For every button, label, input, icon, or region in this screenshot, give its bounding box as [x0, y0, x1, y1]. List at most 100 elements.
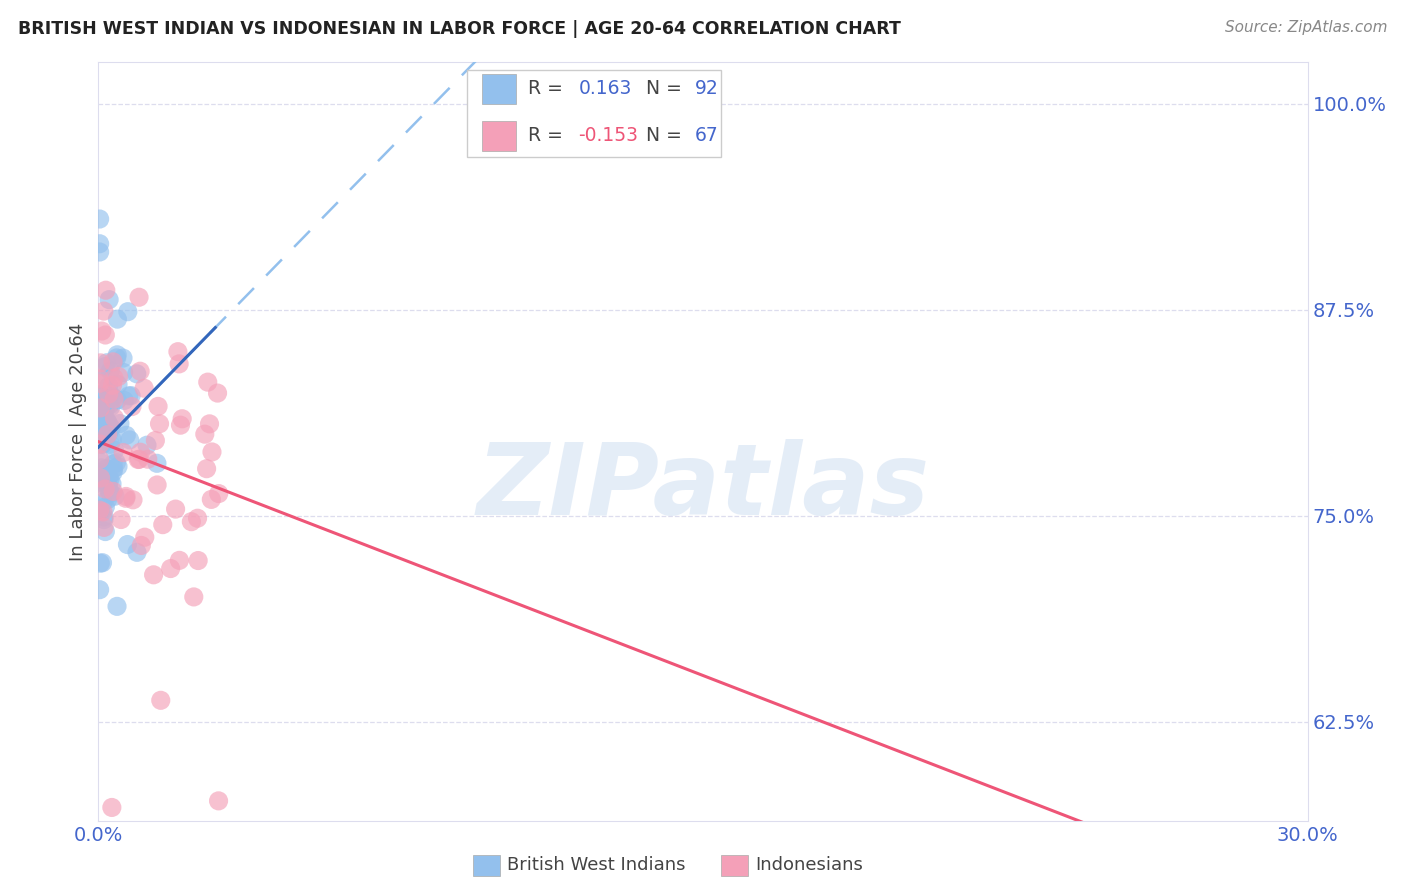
- Point: [104, 489, 127, 503]
- Y-axis label: In Labor Force | Age 20-64: In Labor Force | Age 20-64: [69, 322, 87, 561]
- Point: [94, 401, 117, 416]
- Point: [90, 477, 112, 491]
- Point: [100, 400, 122, 414]
- Point: [96, 392, 118, 406]
- Text: 0.163: 0.163: [578, 79, 631, 98]
- Point: [208, 486, 231, 500]
- Point: [90, 409, 112, 423]
- Point: [94, 370, 117, 384]
- Point: [93, 513, 115, 527]
- Point: [89, 507, 111, 521]
- Point: [93, 410, 115, 425]
- Point: [94, 524, 117, 539]
- Point: [93, 304, 115, 318]
- Point: [103, 462, 125, 476]
- Text: British West Indians: British West Indians: [508, 856, 686, 874]
- Point: [89, 405, 111, 419]
- Point: [89, 437, 111, 451]
- Point: [89, 455, 111, 469]
- Point: [90, 324, 112, 338]
- Point: [167, 357, 190, 371]
- Point: [103, 392, 125, 407]
- Point: [90, 472, 112, 486]
- Point: [146, 400, 169, 414]
- Point: [146, 456, 169, 470]
- Point: [198, 417, 221, 431]
- Point: [105, 348, 128, 362]
- Point: [136, 438, 159, 452]
- Point: [134, 530, 156, 544]
- Point: [105, 456, 128, 470]
- Text: R =: R =: [527, 79, 568, 98]
- Point: [93, 510, 115, 524]
- Text: BRITISH WEST INDIAN VS INDONESIAN IN LABOR FORCE | AGE 20-64 CORRELATION CHART: BRITISH WEST INDIAN VS INDONESIAN IN LAB…: [18, 20, 901, 37]
- Point: [134, 381, 156, 395]
- Point: [100, 421, 122, 435]
- Point: [94, 328, 117, 343]
- Point: [101, 378, 124, 392]
- Point: [159, 561, 181, 575]
- Point: [98, 419, 121, 434]
- Point: [105, 392, 128, 407]
- Point: [114, 491, 136, 506]
- Point: [89, 389, 111, 403]
- Point: [195, 461, 218, 475]
- Point: [111, 351, 134, 365]
- Point: [91, 556, 114, 570]
- Point: [98, 293, 121, 307]
- Point: [89, 400, 111, 414]
- Point: [98, 437, 121, 451]
- Point: [94, 482, 117, 496]
- Point: [112, 393, 135, 408]
- Point: [89, 401, 111, 415]
- Point: [107, 369, 129, 384]
- Point: [129, 364, 152, 378]
- Text: 92: 92: [695, 79, 718, 98]
- Point: [103, 371, 125, 385]
- Point: [200, 492, 222, 507]
- Point: [94, 283, 117, 297]
- Point: [117, 304, 139, 318]
- Point: [89, 376, 111, 391]
- Point: [94, 433, 117, 447]
- Point: [142, 567, 165, 582]
- Point: [93, 401, 115, 416]
- Point: [96, 461, 118, 475]
- Point: [97, 415, 120, 429]
- Point: [131, 539, 153, 553]
- Point: [101, 465, 124, 479]
- Point: [90, 471, 112, 485]
- Point: [101, 476, 124, 491]
- Point: [207, 794, 229, 808]
- FancyBboxPatch shape: [482, 120, 516, 151]
- FancyBboxPatch shape: [482, 74, 516, 104]
- Point: [101, 484, 124, 499]
- Point: [101, 800, 124, 814]
- Text: ZIPatlas: ZIPatlas: [477, 439, 929, 535]
- Point: [97, 387, 120, 401]
- Point: [96, 356, 118, 370]
- Point: [103, 411, 125, 425]
- Point: [207, 386, 229, 401]
- Point: [121, 400, 143, 414]
- Point: [94, 500, 117, 514]
- Point: [98, 486, 121, 500]
- Point: [89, 452, 111, 467]
- Point: [145, 434, 167, 448]
- Text: N =: N =: [647, 127, 688, 145]
- Point: [91, 467, 114, 482]
- Point: [97, 426, 120, 441]
- Point: [172, 411, 194, 425]
- Point: [89, 432, 111, 446]
- Point: [94, 359, 117, 374]
- Text: Indonesians: Indonesians: [755, 856, 863, 874]
- Point: [98, 472, 121, 486]
- Point: [94, 415, 117, 429]
- Point: [110, 512, 132, 526]
- Point: [186, 511, 208, 525]
- Point: [98, 483, 121, 498]
- FancyBboxPatch shape: [721, 855, 748, 876]
- Point: [165, 502, 187, 516]
- Point: [89, 236, 111, 251]
- Point: [112, 366, 135, 380]
